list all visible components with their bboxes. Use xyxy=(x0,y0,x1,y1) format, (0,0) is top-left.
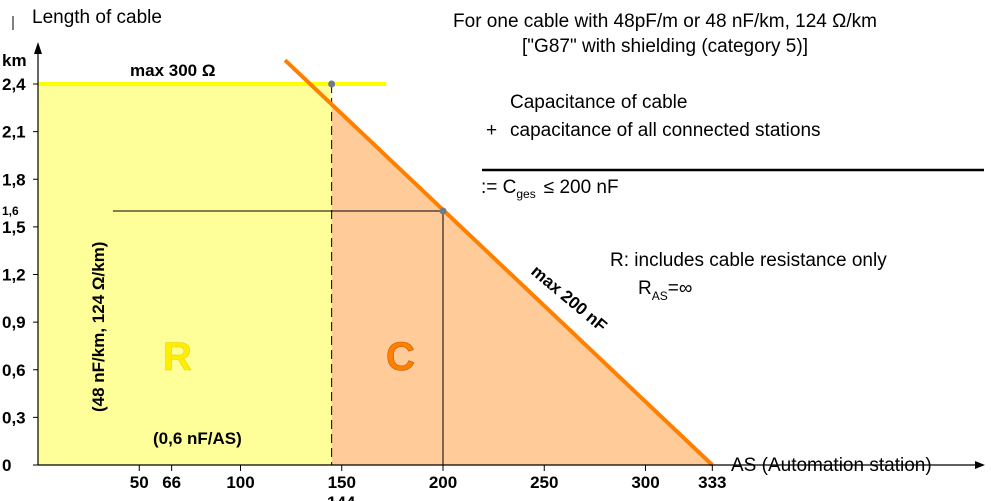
x-tick-label: 100 xyxy=(226,473,254,492)
data-point xyxy=(328,80,336,88)
cap-line1: Capacitance of cable xyxy=(510,92,687,113)
y-tick-label: 0,9 xyxy=(2,313,26,332)
r-as-main: R xyxy=(638,278,652,299)
x-tick-label: 300 xyxy=(631,473,659,492)
cap-plus: + xyxy=(486,120,497,141)
y-axis-unit: km xyxy=(2,51,27,70)
y-axis-title: Length of cable xyxy=(32,7,162,28)
x-axis-title: AS (Automation station) xyxy=(731,455,932,476)
chart-subtitle: ["G87" with shielding (category 5)] xyxy=(522,36,808,57)
y-tick-label: 1,8 xyxy=(2,170,26,189)
y-tick-label: 2,4 xyxy=(2,75,26,94)
x-tick-144-label: 144 xyxy=(327,493,356,501)
region-r-bottom-label: (0,6 nF/AS) xyxy=(153,429,242,448)
cap-line2: capacitance of all connected stations xyxy=(510,120,821,141)
cges-sub: ges xyxy=(516,187,535,201)
y-tick-label: 0,6 xyxy=(2,361,26,380)
r-as-sub: AS xyxy=(652,289,668,303)
cges-formula: := Cges ≤ 200 nF xyxy=(481,177,619,201)
data-point xyxy=(439,207,447,215)
r-as-suffix: =∞ xyxy=(668,278,693,299)
x-tick-label: 50 xyxy=(130,473,149,492)
x-tick-label: 333 xyxy=(698,473,726,492)
y-tick-label: 1,6 xyxy=(2,204,19,218)
y-tick-label: 0,3 xyxy=(2,408,26,427)
r-note-line2: RAS=∞ xyxy=(638,278,692,303)
r-note-line1: R: includes cable resistance only xyxy=(610,250,887,271)
y-axis-arrow xyxy=(34,42,42,54)
chart-title: For one cable with 48pF/m or 48 nF/km, 1… xyxy=(453,11,877,32)
x-axis-arrow xyxy=(975,461,985,469)
region-r-vertical-label: (48 nF/km, 124 Ω/km) xyxy=(89,242,108,412)
region-c-letter: C xyxy=(386,335,415,379)
y-tick-label: 2,1 xyxy=(2,123,26,142)
x-tick-label: 66 xyxy=(162,473,181,492)
x-tick-label: 150 xyxy=(328,473,356,492)
y-tick-label: 1,5 xyxy=(2,218,26,237)
cges-prefix: := C xyxy=(481,177,516,198)
x-tick-label: 200 xyxy=(429,473,457,492)
max-200-nf-line xyxy=(283,58,714,467)
region-r-letter: R xyxy=(163,335,192,379)
y-tick-label: 1,2 xyxy=(2,266,26,285)
max-300-ohm-label: max 300 Ω xyxy=(130,61,215,80)
x-tick-label: 250 xyxy=(530,473,558,492)
cges-suffix: ≤ 200 nF xyxy=(544,177,619,198)
y-tick-label: 0 xyxy=(2,456,11,475)
region-r-fill xyxy=(38,84,332,465)
